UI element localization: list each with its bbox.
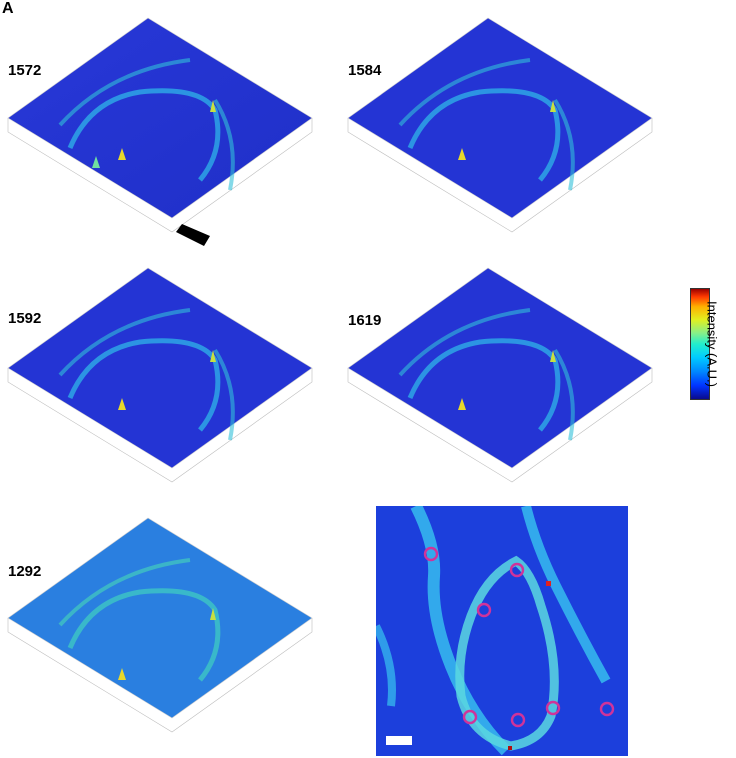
surface-plot-1292 bbox=[7, 517, 313, 733]
heatmap-marker-6 bbox=[545, 700, 561, 716]
surface-plot-1572 bbox=[7, 17, 313, 246]
heatmap-marker-7 bbox=[599, 701, 615, 717]
heatmap-marker-1 bbox=[423, 546, 439, 562]
colorbar: Intensity (A.U.) bbox=[690, 288, 730, 400]
heatmap-marker-2 bbox=[509, 562, 525, 578]
heatmap-marker-3 bbox=[476, 602, 492, 618]
colorbar-gradient bbox=[690, 288, 710, 400]
scale-bar bbox=[386, 736, 412, 745]
surface-plot-1592 bbox=[7, 267, 313, 483]
panel-letter-a: A bbox=[2, 0, 14, 17]
surface-label-1572: 1572 bbox=[8, 62, 42, 79]
surface-label-1584: 1584 bbox=[348, 62, 382, 79]
surface-label-1292: 1292 bbox=[8, 563, 42, 580]
surface-plot-1619 bbox=[347, 267, 653, 483]
surface-plot-1584 bbox=[347, 17, 653, 233]
colorbar-label: Intensity (A.U.) bbox=[704, 301, 720, 387]
intensity-heatmap bbox=[376, 506, 628, 756]
surface-label-1592: 1592 bbox=[8, 310, 42, 327]
surface-label-1619: 1619 bbox=[348, 312, 382, 329]
heatmap-marker-5 bbox=[510, 712, 526, 728]
heatmap-marker-4 bbox=[462, 709, 478, 725]
